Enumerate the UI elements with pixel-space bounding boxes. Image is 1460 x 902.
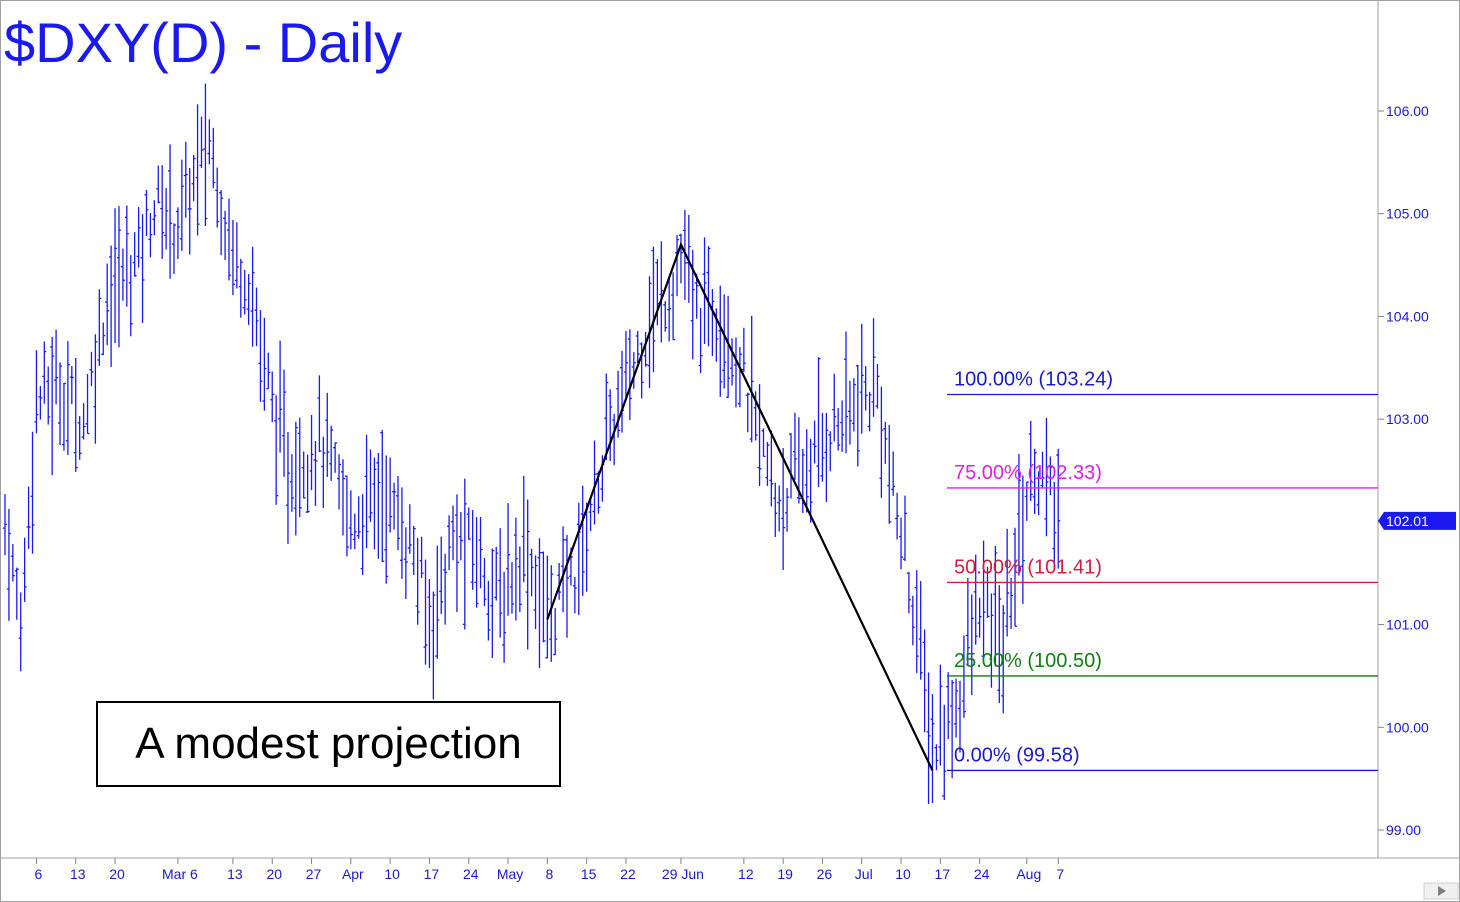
x-tick-label: 6 [35,866,43,882]
x-tick-label: 20 [109,866,125,882]
x-axis: 6 13 20 Mar 6 13 20 27 Apr 10 17 24 May 8 15 22 29 Jun 1… [35,858,1064,882]
fib-level-label: 50.00% (101.41) [954,556,1102,578]
scroll-right-icon[interactable] [1438,886,1446,896]
x-tick-label: 19 [777,866,793,882]
x-tick-label: 26 [817,866,833,882]
y-tick-label: 99.00 [1386,822,1421,838]
x-tick-label: 24 [463,866,479,882]
chart-title: $DXY(D) - Daily [4,11,402,74]
x-tick-label: 7 [1056,866,1064,882]
last-price-label: 102.01 [1386,513,1429,529]
x-tick-label: 17 [935,866,951,882]
ohlc-bars [3,83,1061,805]
y-tick-label: 106.00 [1386,103,1429,119]
x-tick-label: 13 [227,866,243,882]
x-tick-label: 27 [306,866,322,882]
fib-level-label: 0.00% (99.58) [954,744,1080,766]
y-tick-label: 101.00 [1386,617,1429,633]
fib-level-label: 25.00% (100.50) [954,650,1102,672]
x-tick-label: 8 [545,866,553,882]
y-tick-label: 104.00 [1386,308,1429,324]
y-tick-label: 105.00 [1386,206,1429,222]
x-tick-label: Aug [1016,866,1041,882]
x-tick-label: 10 [384,866,400,882]
x-tick-label: 15 [581,866,597,882]
horizontal-scrollbar[interactable] [1423,882,1459,900]
fib-level-label: 75.00% (102.33) [954,462,1102,484]
annotation-text: A modest projection [135,719,522,768]
x-tick-label: 13 [70,866,86,882]
x-tick-label: 10 [895,866,911,882]
x-tick-label: Apr [342,866,364,882]
fib-level-label: 100.00% (103.24) [954,368,1113,390]
swing-polyline [546,241,934,771]
fib-levels: 100.00% (103.24) 75.00% (102.33) 50.00% (1… [947,368,1378,772]
x-tick-label: May [497,866,523,882]
y-tick-label: 100.00 [1386,719,1429,735]
x-tick-label: 20 [266,866,282,882]
x-tick-label: Jul [855,866,873,882]
x-tick-label: 22 [620,866,636,882]
y-axis: 99.00100.00101.00102.00103.00104.00105.0… [1378,103,1429,838]
x-tick-label: 29 Jun [662,866,704,882]
x-tick-label: Mar 6 [162,866,198,882]
x-tick-label: 12 [738,866,754,882]
last-price-flag: 102.01 [1378,511,1456,530]
annotation-box: A modest projection [96,701,561,787]
y-tick-label: 103.00 [1386,411,1429,427]
x-tick-label: 17 [424,866,440,882]
swing-line [546,241,934,771]
x-tick-label: 24 [974,866,990,882]
